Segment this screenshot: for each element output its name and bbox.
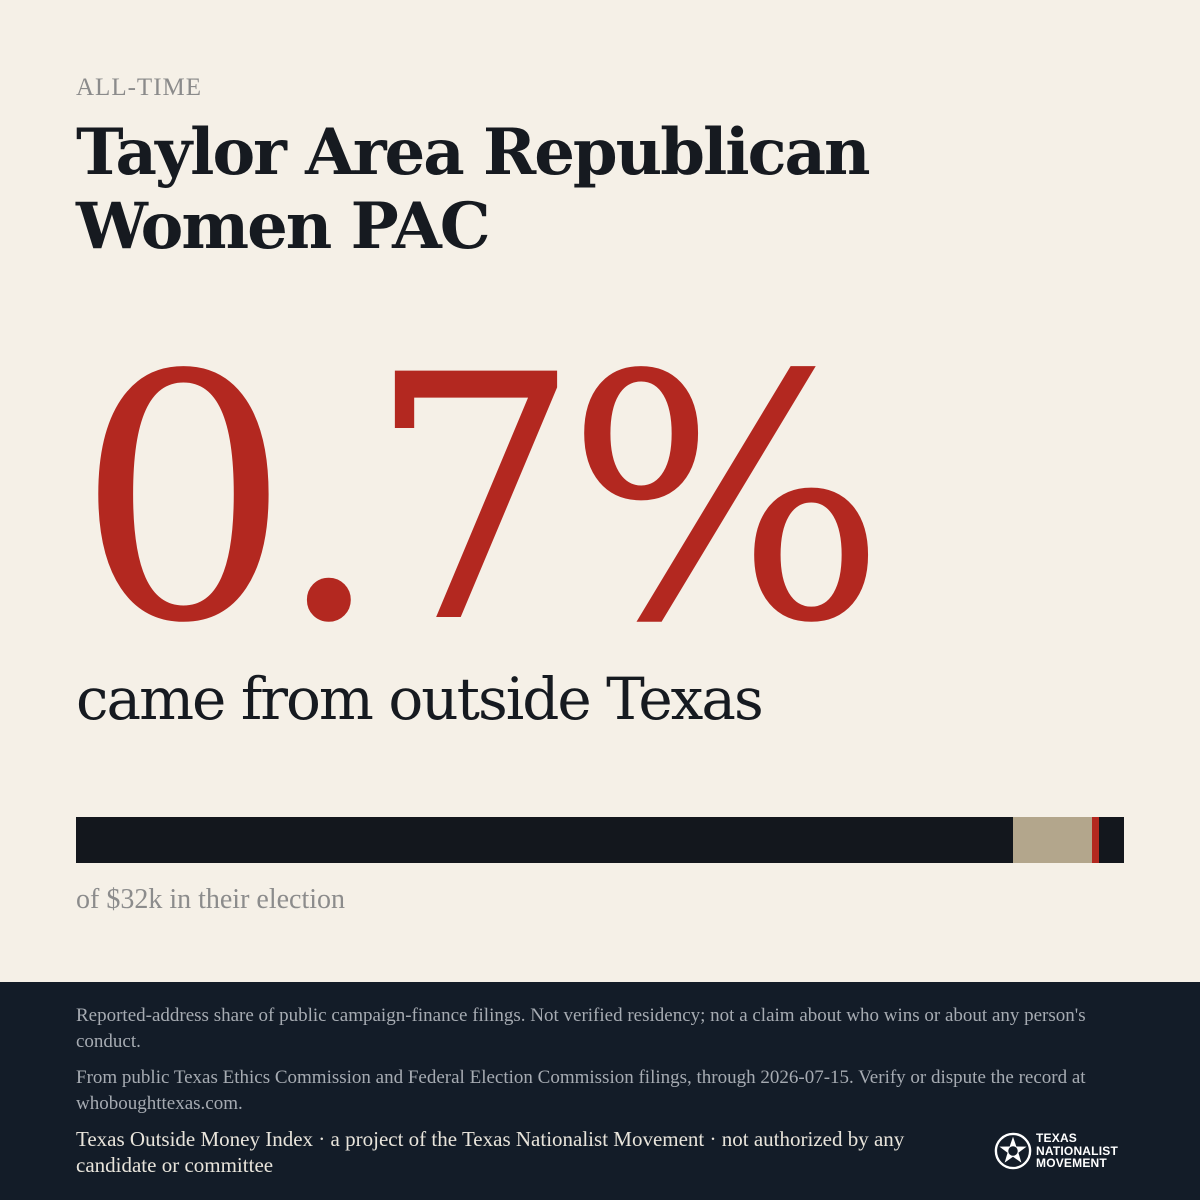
- logo-line-1: TEXAS: [1036, 1131, 1078, 1146]
- footer-credit: Texas Outside Money Index · a project of…: [76, 1127, 905, 1177]
- bar-segment-inside: [76, 817, 1013, 863]
- total-caption: of $32k in their election: [76, 884, 346, 915]
- bar-segment-outside: [1091, 817, 1099, 863]
- logo-line-3: MOVEMENT: [1036, 1156, 1107, 1171]
- footer-source: From public Texas Ethics Commission and …: [76, 1067, 1086, 1114]
- headline-subline: came from outside Texas: [76, 665, 764, 733]
- outside-percent: 0.7%: [76, 303, 887, 697]
- logo-line-2: NATIONALIST: [1036, 1143, 1118, 1158]
- eyebrow-label: ALL-TIME: [76, 74, 203, 101]
- share-bar: [76, 817, 1124, 863]
- page-title: Taylor Area Republican Women PAC: [76, 115, 871, 264]
- star-seal-icon: [994, 1132, 1032, 1170]
- tnm-logo: TEXAS NATIONALIST MOVEMENT: [994, 1132, 1118, 1170]
- footer-disclaimer: Reported-address share of public campaig…: [76, 1005, 1086, 1052]
- bar-segment-mid: [1012, 817, 1092, 863]
